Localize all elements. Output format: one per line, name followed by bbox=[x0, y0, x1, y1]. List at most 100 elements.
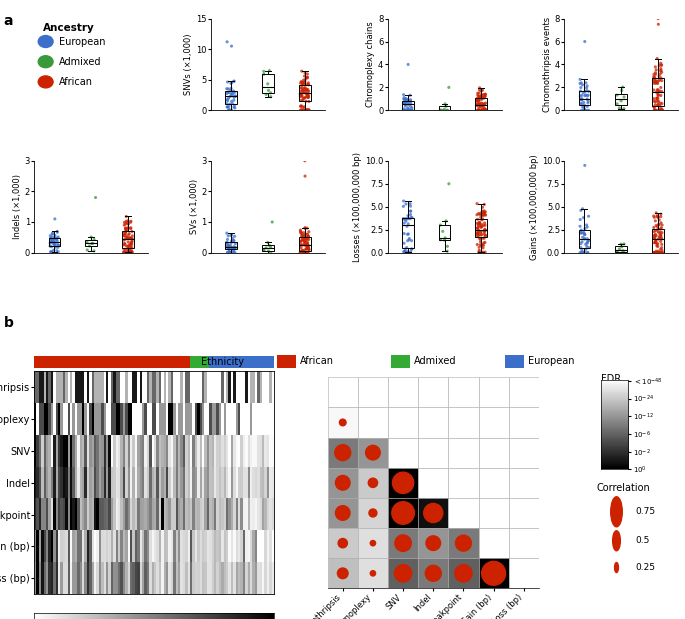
Point bbox=[120, 230, 131, 240]
Point bbox=[122, 232, 133, 242]
Point bbox=[580, 240, 591, 249]
Point bbox=[473, 220, 484, 230]
Point bbox=[303, 92, 314, 102]
Point bbox=[579, 105, 590, 115]
Point bbox=[652, 85, 663, 95]
Bar bbox=[327, 407, 358, 438]
Point bbox=[653, 246, 664, 256]
Point bbox=[651, 246, 662, 256]
Point bbox=[437, 227, 448, 236]
Point bbox=[472, 105, 483, 115]
Point bbox=[472, 105, 483, 115]
Point bbox=[399, 247, 410, 257]
Point bbox=[222, 95, 233, 105]
Point bbox=[301, 73, 312, 83]
Point bbox=[575, 206, 586, 215]
Point bbox=[295, 90, 306, 100]
Point bbox=[656, 224, 667, 234]
Point bbox=[479, 89, 490, 99]
Point bbox=[576, 228, 587, 238]
Point bbox=[295, 83, 306, 93]
Point bbox=[579, 102, 590, 111]
Text: b: b bbox=[3, 316, 13, 330]
Point bbox=[295, 227, 306, 236]
Circle shape bbox=[455, 565, 472, 582]
Point bbox=[472, 223, 483, 233]
Point bbox=[400, 101, 411, 111]
Bar bbox=[327, 498, 358, 528]
Circle shape bbox=[338, 568, 348, 579]
Point bbox=[303, 97, 314, 106]
Point bbox=[649, 234, 660, 244]
Point bbox=[47, 235, 58, 245]
Circle shape bbox=[38, 76, 53, 88]
Point bbox=[125, 233, 136, 243]
Point bbox=[224, 105, 235, 115]
Point bbox=[651, 241, 662, 251]
Point bbox=[45, 238, 55, 248]
Circle shape bbox=[456, 535, 471, 551]
Point bbox=[473, 247, 484, 257]
Point bbox=[399, 238, 410, 248]
Point bbox=[303, 245, 314, 254]
Point bbox=[401, 97, 412, 107]
Point bbox=[406, 212, 416, 222]
Point bbox=[47, 229, 58, 239]
Point bbox=[400, 97, 411, 106]
Point bbox=[473, 92, 484, 102]
Point bbox=[477, 206, 488, 216]
Bar bbox=[449, 438, 479, 468]
Point bbox=[649, 248, 660, 258]
Point bbox=[649, 97, 660, 106]
Y-axis label: SNVs (×1,000): SNVs (×1,000) bbox=[184, 33, 193, 95]
Point bbox=[125, 248, 136, 258]
Point bbox=[403, 214, 414, 223]
Point bbox=[475, 105, 486, 115]
Point bbox=[226, 90, 237, 100]
Point bbox=[471, 93, 482, 103]
Point bbox=[120, 219, 131, 229]
Point bbox=[577, 237, 588, 247]
Point bbox=[477, 240, 488, 249]
Point bbox=[479, 227, 490, 237]
Point bbox=[576, 245, 587, 255]
Point bbox=[299, 105, 310, 115]
Point bbox=[123, 241, 134, 251]
Point bbox=[480, 230, 491, 240]
Point bbox=[476, 240, 487, 250]
Point bbox=[227, 243, 238, 253]
Point bbox=[472, 97, 483, 107]
Point bbox=[654, 233, 665, 243]
Point bbox=[223, 87, 234, 97]
Point bbox=[651, 240, 662, 249]
Point bbox=[301, 243, 312, 253]
Point bbox=[437, 105, 448, 115]
Point bbox=[296, 228, 307, 238]
Point bbox=[476, 98, 487, 108]
Point bbox=[295, 105, 306, 115]
Point bbox=[582, 81, 593, 91]
Bar bbox=[479, 468, 509, 498]
Point bbox=[299, 102, 310, 112]
Point bbox=[265, 88, 276, 98]
Point bbox=[299, 83, 310, 93]
Point bbox=[435, 105, 446, 115]
Point bbox=[403, 105, 414, 115]
Point bbox=[653, 76, 664, 86]
Y-axis label: SVs (×1,000): SVs (×1,000) bbox=[190, 179, 199, 234]
Point bbox=[301, 92, 312, 102]
Point bbox=[654, 100, 665, 110]
Point bbox=[124, 228, 135, 238]
Point bbox=[649, 105, 660, 115]
Point bbox=[401, 243, 412, 253]
Point bbox=[475, 105, 486, 115]
Point bbox=[229, 76, 240, 86]
Point bbox=[656, 218, 667, 228]
Point bbox=[583, 87, 594, 97]
Point bbox=[650, 225, 661, 235]
Point bbox=[576, 78, 587, 88]
Point bbox=[406, 105, 417, 115]
Point bbox=[399, 93, 410, 103]
Point bbox=[479, 218, 490, 228]
Point bbox=[222, 235, 233, 245]
